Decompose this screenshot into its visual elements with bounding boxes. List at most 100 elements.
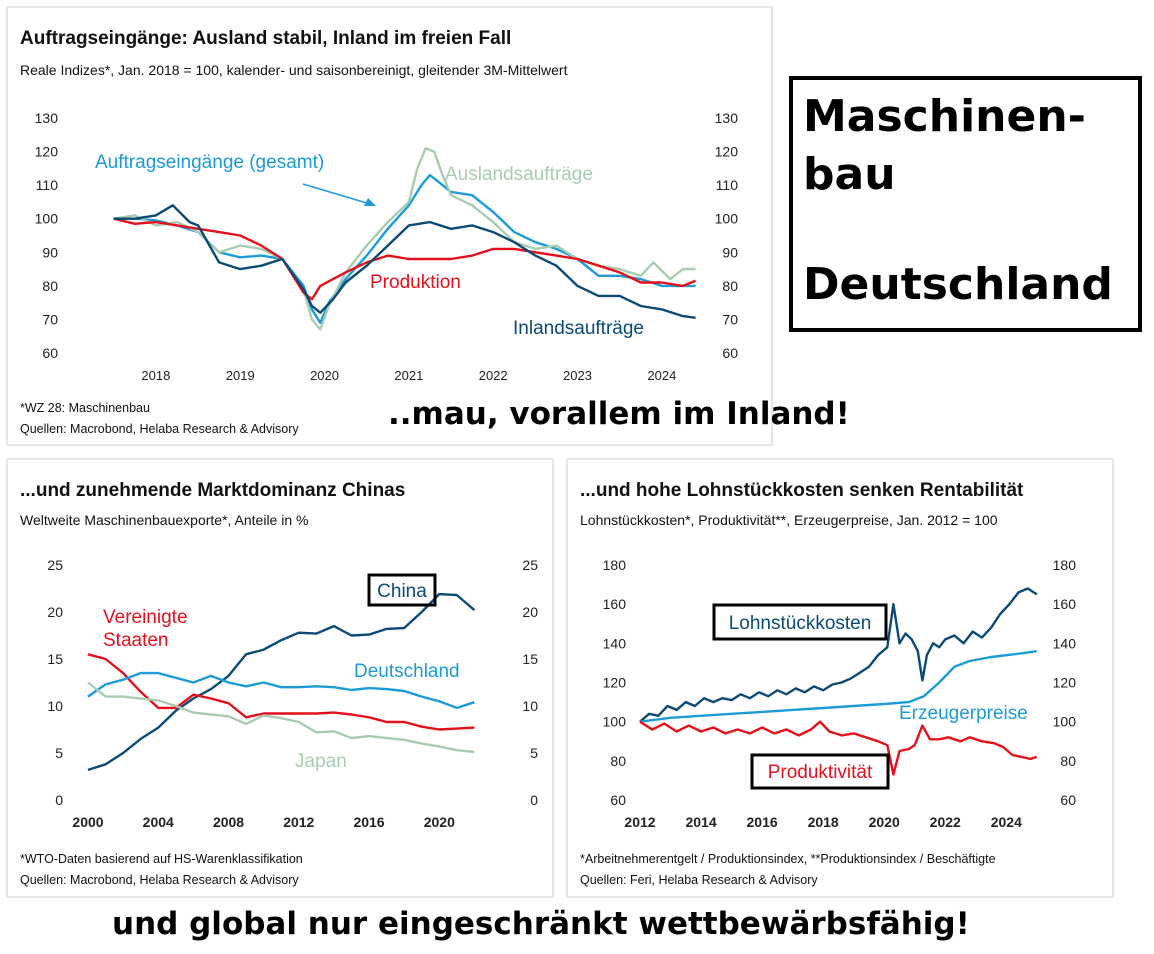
- y-tick-label-right: 180: [1053, 557, 1077, 573]
- y-tick-label-left: 0: [55, 792, 63, 808]
- x-tick-label: 2000: [72, 814, 103, 830]
- chart-title: ...und zunehmende Marktdominanz Chinas: [20, 480, 406, 501]
- chart-title: Auftragseingänge: Ausland stabil, Inland…: [20, 28, 512, 49]
- chart-subtitle: Lohnstückkosten*, Produktivität**, Erzeu…: [580, 512, 998, 528]
- series-line: [87, 681, 475, 754]
- chart-footnote: *WZ 28: Maschinenbau: [20, 401, 150, 415]
- series-label-lohnstueckkosten: Lohnstückkosten: [729, 613, 872, 634]
- y-tick-label-left: 160: [603, 596, 627, 612]
- chart-source: Quellen: Feri, Helaba Research & Advisor…: [580, 873, 818, 887]
- y-tick-label-right: 140: [1053, 635, 1077, 651]
- unit-labour-cost-line-chart: 60 60 80 80 100 100 120 120 140 140 160 160 180 180 20…: [603, 557, 1077, 830]
- x-tick-label: 2004: [143, 814, 174, 830]
- chart-subtitle: Weltweite Maschinenbauexporte*, Anteile …: [20, 512, 309, 528]
- y-tick-label-right: 90: [722, 244, 738, 260]
- headline-line-3: Deutschland: [803, 259, 1113, 310]
- y-tick-label-right: 70: [722, 311, 738, 327]
- middle-caption: ..mau, vorallem im Inland!: [388, 396, 850, 432]
- y-tick-label-left: 15: [47, 651, 63, 667]
- bottom-caption: und global nur eingeschränkt wettbewärbs…: [112, 906, 970, 942]
- x-tick-label: 2020: [869, 814, 900, 830]
- chart-title: ...und hohe Lohnstückkosten senken Renta…: [580, 480, 1024, 501]
- y-tick-label-left: 5: [55, 745, 63, 761]
- chart-source: Quellen: Macrobond, Helaba Research & Ad…: [20, 873, 299, 887]
- headline-line-2: bau: [803, 149, 896, 200]
- series-line: [639, 650, 1037, 723]
- series-label-usa-line1: Vereinigte: [103, 607, 188, 628]
- y-tick-label-left: 120: [603, 675, 627, 691]
- x-tick-label: 2018: [808, 814, 839, 830]
- series-label-usa-line2: Staaten: [103, 630, 169, 651]
- chart-footnote: *Arbeitnehmerentgelt / Produktionsindex,…: [580, 852, 996, 866]
- series-line: [113, 147, 696, 331]
- y-tick-label-right: 20: [522, 604, 538, 620]
- chart-panel-auftragseingaenge: Auftragseingänge: Ausland stabil, Inland…: [6, 6, 773, 446]
- series-line: [113, 204, 696, 319]
- y-tick-label-right: 60: [1060, 792, 1076, 808]
- series-label-deutschland: Deutschland: [354, 661, 460, 682]
- series-line: [87, 592, 476, 772]
- y-tick-label-right: 120: [1053, 675, 1077, 691]
- y-tick-label-right: 80: [1060, 753, 1076, 769]
- x-tick-label: 2012: [283, 814, 314, 830]
- chart-panel-marktanteile: ...und zunehmende Marktdominanz Chinas W…: [6, 458, 554, 898]
- y-tick-label-right: 120: [715, 144, 739, 160]
- label-box-produktivitaet: [750, 753, 890, 790]
- x-tick-label: 2016: [353, 814, 384, 830]
- y-tick-label-left: 80: [42, 278, 58, 294]
- x-tick-label: 2016: [747, 814, 778, 830]
- label-box-china: [367, 573, 437, 607]
- series-label-auftragseingaenge: Auftragseingänge (gesamt): [95, 152, 324, 173]
- y-tick-label-left: 90: [42, 244, 58, 260]
- y-tick-label-right: 15: [522, 651, 538, 667]
- x-tick-label: 2022: [479, 368, 508, 383]
- y-tick-label-right: 160: [1053, 596, 1077, 612]
- y-tick-label-right: 80: [722, 278, 738, 294]
- series-label-produktion: Produktion: [370, 272, 461, 293]
- y-tick-label-right: 0: [530, 792, 538, 808]
- annotation-arrow-line: [302, 183, 371, 205]
- y-tick-label-right: 5: [530, 745, 538, 761]
- series-label-erzeugerpreise: Erzeugerpreise: [899, 703, 1028, 724]
- y-tick-label-left: 120: [35, 144, 59, 160]
- series-label-produktivitaet: Produktivität: [768, 762, 873, 783]
- series-label-inlandsauftraege: Inlandsaufträge: [513, 318, 644, 339]
- y-tick-label-left: 25: [47, 557, 63, 573]
- y-tick-label-left: 100: [603, 714, 627, 730]
- x-tick-label: 2012: [624, 814, 655, 830]
- x-tick-label: 2024: [647, 368, 676, 383]
- x-tick-label: 2014: [685, 814, 716, 830]
- chart-footnote: *WTO-Daten basierend auf HS-Warenklassif…: [20, 852, 303, 866]
- chart-subtitle: Reale Indizes*, Jan. 2018 = 100, kalende…: [20, 62, 568, 78]
- y-tick-label-left: 100: [35, 211, 59, 227]
- y-tick-label-left: 110: [36, 177, 59, 193]
- annotation-arrow-head: [364, 198, 376, 206]
- y-tick-label-left: 70: [42, 311, 58, 327]
- y-tick-label-right: 100: [715, 211, 739, 227]
- series-line: [113, 217, 697, 301]
- series-label-auslandsauftraege: Auslandsaufträge: [445, 164, 593, 185]
- y-tick-label-right: 25: [522, 557, 538, 573]
- x-tick-label: 2008: [213, 814, 244, 830]
- orders-line-chart: 60 60 70 70 80 80 90 90 100 100 110 110 120 120 130 130…: [35, 110, 739, 383]
- y-tick-label-left: 80: [610, 753, 626, 769]
- series-line: [113, 173, 696, 324]
- x-tick-label: 2023: [563, 368, 592, 383]
- x-tick-label: 2021: [394, 368, 423, 383]
- x-tick-label: 2020: [424, 814, 455, 830]
- series-label-china: China: [377, 581, 427, 602]
- y-tick-label-left: 180: [603, 557, 627, 573]
- chart-panel-lohnstueckkosten: ...und hohe Lohnstückkosten senken Renta…: [566, 458, 1114, 898]
- x-tick-label: 2018: [141, 368, 170, 383]
- series-line: [639, 587, 1038, 723]
- headline-box: Maschinen- bau Deutschland: [789, 76, 1142, 332]
- x-tick-label: 2024: [991, 814, 1022, 830]
- y-tick-label-right: 10: [522, 698, 538, 714]
- chart-source: Quellen: Macrobond, Helaba Research & Ad…: [20, 422, 299, 436]
- series-label-japan: Japan: [295, 751, 347, 772]
- y-tick-label-right: 110: [716, 177, 739, 193]
- x-tick-label: 2022: [930, 814, 961, 830]
- y-tick-label-right: 60: [722, 345, 738, 361]
- series-line: [87, 653, 475, 731]
